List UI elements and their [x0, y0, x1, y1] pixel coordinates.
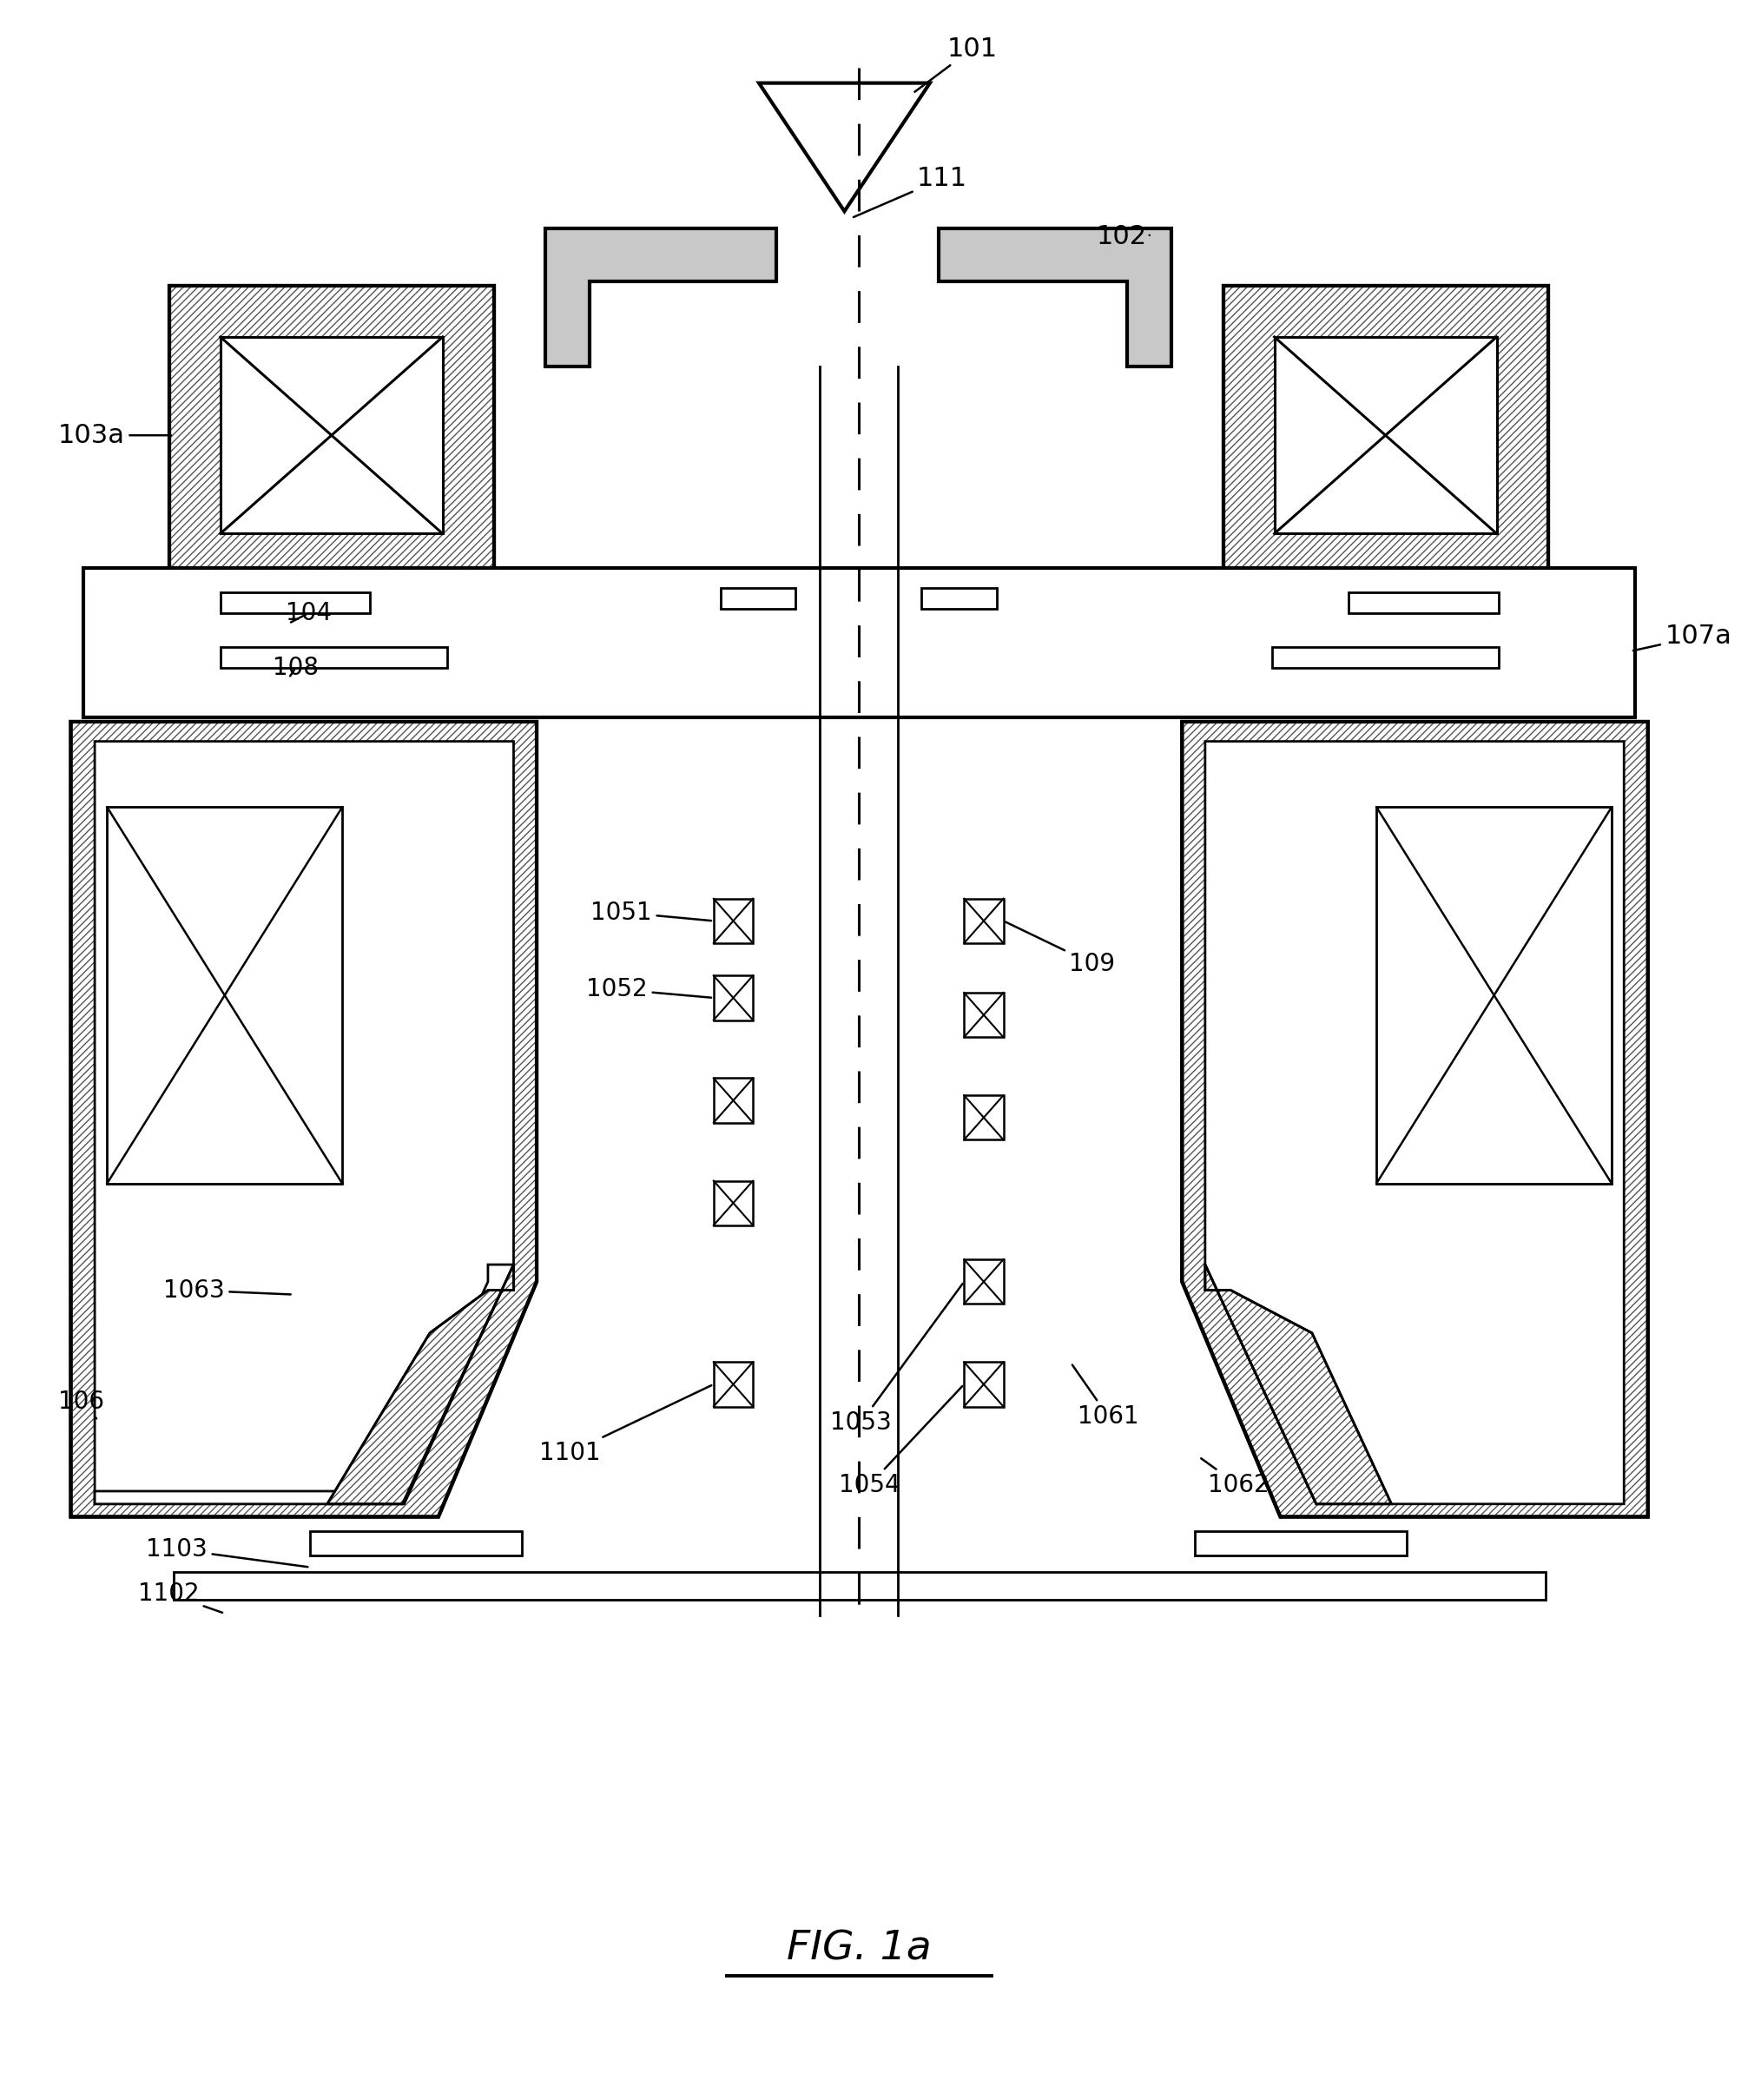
Bar	[169, 286, 494, 586]
Bar	[221, 592, 371, 613]
Text: 1062: 1062	[1201, 1457, 1269, 1497]
Text: 111: 111	[853, 166, 968, 216]
Bar	[1349, 592, 1499, 613]
Bar	[1377, 806, 1612, 1184]
Text: 101: 101	[914, 36, 998, 92]
Polygon shape	[1205, 741, 1624, 1504]
Bar	[1224, 286, 1548, 586]
Bar	[310, 1531, 522, 1556]
Text: 102: 102	[1097, 225, 1149, 250]
Text: FIG. 1a: FIG. 1a	[787, 1930, 931, 1968]
Text: 103a: 103a	[57, 422, 171, 447]
Bar	[1224, 286, 1548, 586]
Bar	[721, 588, 796, 609]
Bar	[965, 1096, 1003, 1140]
Bar	[965, 899, 1003, 943]
Polygon shape	[94, 1264, 514, 1504]
Text: 1061: 1061	[1072, 1365, 1139, 1428]
Bar	[108, 806, 343, 1184]
Text: 104: 104	[286, 601, 331, 626]
Bar	[965, 1363, 1003, 1407]
Text: 1103: 1103	[146, 1537, 308, 1567]
Text: 1052: 1052	[587, 977, 712, 1002]
Text: 109: 109	[1006, 922, 1116, 977]
Bar	[169, 286, 494, 586]
Bar	[714, 899, 752, 943]
Polygon shape	[71, 722, 536, 1516]
Bar	[1274, 336, 1497, 533]
Bar	[84, 567, 1635, 718]
Bar	[169, 286, 494, 586]
Bar	[174, 1573, 1546, 1600]
Bar	[965, 993, 1003, 1037]
Bar	[714, 977, 752, 1021]
Bar	[1224, 286, 1548, 586]
Text: 1063: 1063	[164, 1279, 291, 1302]
Bar	[921, 588, 996, 609]
Bar	[221, 336, 442, 533]
Text: 106: 106	[57, 1390, 104, 1418]
Bar	[714, 1077, 752, 1124]
Bar	[1194, 1531, 1407, 1556]
Text: 1101: 1101	[540, 1386, 712, 1466]
Bar	[714, 1363, 752, 1407]
Text: 1053: 1053	[830, 1283, 963, 1434]
Polygon shape	[938, 229, 1172, 368]
Polygon shape	[327, 1264, 514, 1504]
Polygon shape	[1205, 1264, 1391, 1504]
Polygon shape	[1182, 722, 1649, 1516]
Text: 107a: 107a	[1633, 624, 1732, 651]
Bar	[1273, 647, 1499, 668]
Polygon shape	[545, 229, 776, 368]
Bar	[965, 1260, 1003, 1304]
Text: 1054: 1054	[839, 1386, 963, 1497]
Polygon shape	[94, 741, 514, 1504]
Bar	[221, 647, 447, 668]
Text: 1051: 1051	[590, 901, 712, 924]
Bar	[714, 1180, 752, 1224]
Text: 1102: 1102	[138, 1581, 223, 1613]
Text: 108: 108	[273, 655, 319, 680]
